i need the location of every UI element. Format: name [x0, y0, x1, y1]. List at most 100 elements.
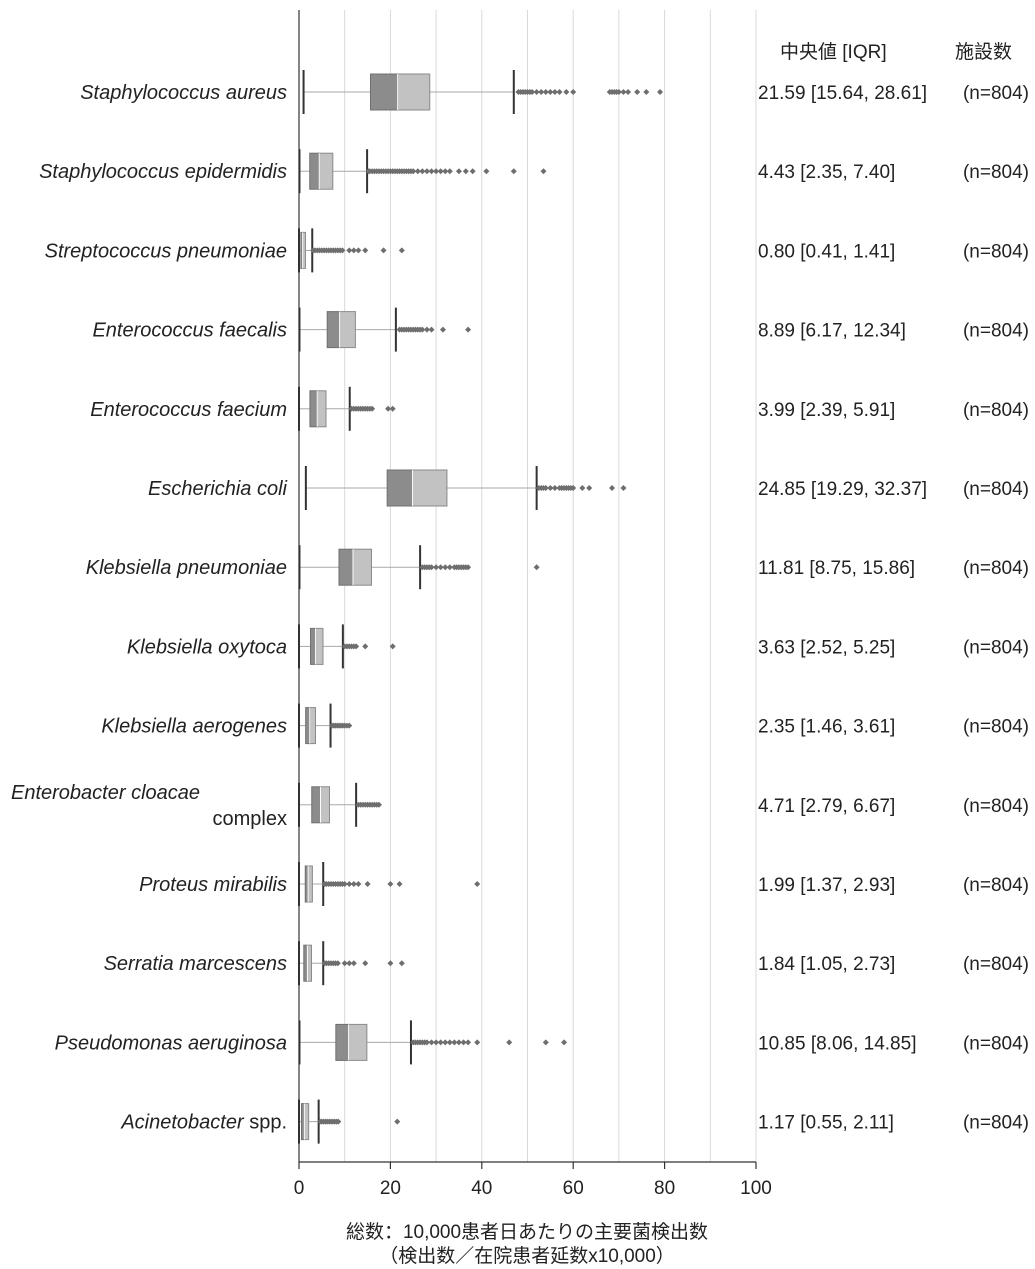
outlier-point [362, 247, 369, 254]
box-upper [352, 548, 372, 586]
box-row [298, 624, 396, 669]
outlier-point [364, 881, 371, 887]
outlier-point [455, 1039, 462, 1046]
outlier-point [586, 485, 593, 491]
category-label: Enterococcus faecium [90, 399, 287, 421]
outlier-point [570, 89, 577, 95]
median-iqr-value: 0.80 [0.41, 1.41] [758, 241, 895, 262]
median-iqr-value: 1.99 [1.37, 2.93] [758, 875, 895, 896]
category-label-line2: complex [213, 808, 287, 830]
box-upper [309, 707, 316, 745]
category-label: Klebsiella oxytoca [127, 636, 287, 658]
outlier-point [460, 1039, 467, 1046]
facility-count: (n=804) [963, 241, 1029, 262]
outlier-point [465, 1039, 472, 1046]
box-upper [307, 865, 313, 903]
outlier-point [369, 405, 376, 412]
x-tick-label: 20 [380, 1178, 401, 1199]
box-row [298, 782, 382, 827]
x-tick-label: 100 [740, 1178, 772, 1199]
outlier-point [446, 1039, 453, 1046]
outlier-point [442, 1039, 449, 1046]
outlier-point [423, 1039, 430, 1046]
x-tick-label: 0 [294, 1178, 305, 1199]
outlier-point [483, 168, 490, 175]
outlier-point [451, 1039, 458, 1046]
median-iqr-value: 3.99 [2.39, 5.91] [758, 400, 895, 421]
facility-count: (n=804) [963, 83, 1029, 104]
outlier-point [387, 960, 394, 967]
box-row [302, 70, 664, 114]
category-label: Staphylococcus epidermidis [39, 161, 287, 183]
grid-lines [344, 10, 757, 1162]
outlier-point [529, 89, 536, 95]
outlier-point [551, 89, 558, 95]
median-iqr-value: 1.17 [0.55, 2.11] [758, 1113, 894, 1134]
outlier-point [334, 960, 341, 967]
outlier-point [547, 485, 554, 491]
outlier-point [428, 168, 435, 175]
facility-count: (n=804) [963, 479, 1029, 500]
outlier-point [346, 722, 353, 729]
outlier-point [437, 1039, 444, 1046]
outlier-point [533, 89, 540, 95]
outlier-point [396, 881, 403, 887]
category-label: Enterobacter cloacae [11, 782, 200, 804]
outlier-point [506, 1039, 513, 1046]
outlier-point [346, 247, 353, 254]
outlier-point [462, 168, 469, 175]
outlier-point [362, 960, 369, 967]
category-label: Pseudomonas aeruginosa [55, 1032, 287, 1054]
box-lower [369, 73, 399, 111]
outlier-point [428, 564, 435, 571]
outlier-point [563, 89, 570, 95]
outlier-point [346, 960, 353, 967]
median-iqr-value: 4.71 [2.79, 6.67] [758, 796, 895, 817]
outlier-point [620, 485, 627, 491]
box-row [304, 466, 627, 510]
facility-count: (n=804) [963, 796, 1029, 817]
outlier-point [419, 168, 426, 175]
outlier-point [542, 89, 549, 95]
x-tick-label: 80 [654, 1178, 675, 1199]
outlier-point [387, 881, 394, 887]
outlier-point [657, 89, 664, 95]
outlier-point [556, 89, 563, 95]
median-iqr-value: 11.81 [8.75, 15.86] [758, 558, 915, 579]
x-axis-subtitle: （検出数／在院患者延数x10,000） [379, 1245, 675, 1267]
facility-count: (n=804) [963, 875, 1029, 896]
facility-count: (n=804) [963, 717, 1029, 738]
facility-count: (n=804) [963, 162, 1029, 183]
outlier-point [433, 1039, 440, 1046]
outlier-point [469, 168, 476, 175]
box-lower [326, 311, 341, 349]
outlier-point [385, 405, 392, 412]
box-lower [311, 786, 322, 824]
outlier-point [538, 89, 545, 95]
box-row [298, 386, 396, 431]
box-lower [310, 627, 317, 665]
outlier-point [350, 247, 357, 254]
outlier-point [465, 564, 472, 571]
outlier-point [433, 168, 440, 175]
outlier-point [437, 168, 444, 175]
box-row [298, 1020, 568, 1065]
outlier-point [510, 168, 517, 175]
outlier-point [540, 168, 547, 175]
outlier-point [634, 89, 641, 95]
category-label: Acinetobacter spp. [120, 1112, 287, 1134]
median-iqr-value: 10.85 [8.06, 14.85] [758, 1033, 916, 1054]
outlier-point [380, 247, 387, 254]
outlier-point [625, 89, 632, 95]
box-upper [348, 1023, 368, 1061]
outlier-point [428, 326, 435, 333]
outlier-point [350, 881, 357, 887]
outlier-point [579, 485, 586, 491]
outlier-point [551, 485, 558, 491]
box-upper [412, 469, 448, 507]
outlier-point [341, 881, 348, 887]
category-label: Staphylococcus aureus [80, 82, 287, 104]
x-tick-label: 60 [563, 1178, 584, 1199]
median-iqr-value: 2.35 [1.46, 3.61] [758, 717, 895, 738]
